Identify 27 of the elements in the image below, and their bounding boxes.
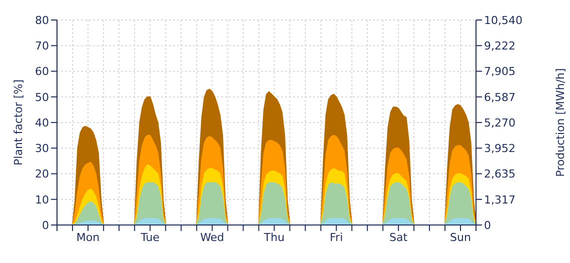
y-tick-label: 0	[42, 218, 49, 232]
y-tick-label: 50	[35, 90, 49, 104]
y2-tick-label: 10,540	[484, 14, 522, 27]
x-tick-label: Tue	[140, 230, 160, 244]
y-tick-label: 70	[35, 40, 49, 53]
x-tick-label: Sun	[450, 230, 471, 244]
x-tick-label: Thu	[262, 230, 285, 244]
y-axis-title: Plant factor [%]	[12, 80, 25, 166]
x-tick-label: Sat	[389, 230, 408, 244]
x-tick-label: Mon	[76, 230, 100, 244]
y2-axis-title: Production [MWh/h]	[554, 68, 567, 177]
y-tick-label: 30	[35, 142, 49, 156]
y-tick-label: 40	[35, 116, 49, 130]
y-tick-label: 10	[35, 193, 49, 206]
y2-tick-label: 1,317	[484, 193, 516, 206]
y-tick-label: 80	[35, 14, 49, 27]
y-tick-label: 60	[35, 65, 49, 78]
y2-tick-label: 3,952	[484, 142, 516, 156]
x-tick-label: Wed	[200, 230, 224, 244]
y2-tick-label: 2,635	[484, 168, 516, 181]
x-tick-label: Fri	[330, 230, 343, 244]
y2-tick-label: 5,270	[484, 116, 516, 130]
y2-tick-label: 7,905	[484, 65, 516, 78]
y2-tick-label: 9,222	[484, 40, 516, 53]
y2-tick-label: 0	[484, 218, 491, 232]
y-tick-label: 20	[35, 168, 49, 181]
y2-tick-label: 6,587	[484, 90, 516, 104]
